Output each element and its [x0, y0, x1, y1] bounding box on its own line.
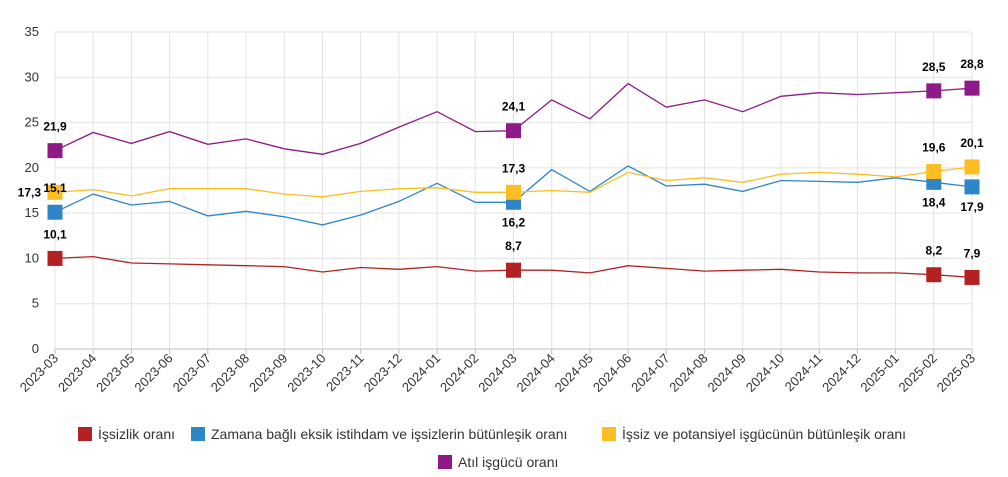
- data-label: 20,1: [960, 136, 984, 150]
- data-label: 19,6: [922, 140, 946, 154]
- data-label: 8,2: [925, 244, 942, 258]
- data-marker: [47, 184, 63, 200]
- x-tick-label: 2023-03: [17, 351, 61, 395]
- x-tick-label: 2025-02: [896, 351, 940, 395]
- x-tick-label: 2023-10: [284, 351, 328, 395]
- data-label: 17,9: [960, 200, 984, 214]
- legend-label: Atıl işgücü oranı: [458, 454, 558, 470]
- x-tick-label: 2023-11: [323, 351, 367, 395]
- legend-label: İşsiz ve potansiyel işgücünün bütünleşik…: [622, 425, 906, 442]
- y-tick-label: 0: [32, 341, 39, 356]
- x-tick-label: 2023-05: [93, 351, 137, 395]
- x-tick-label: 2024-01: [399, 351, 443, 395]
- data-label: 21,9: [43, 120, 67, 134]
- legend-swatch: [78, 427, 92, 441]
- x-tick-label: 2024-10: [743, 351, 787, 395]
- data-label: 15,1: [43, 181, 67, 195]
- data-marker: [926, 83, 942, 99]
- legend-label: İşsizlik oranı: [98, 425, 175, 442]
- x-tick-label: 2024-08: [666, 351, 710, 395]
- x-tick-label: 2025-01: [857, 351, 901, 395]
- x-tick-label: 2023-07: [170, 351, 214, 395]
- y-tick-label: 20: [25, 160, 39, 175]
- data-label: 8,7: [505, 239, 522, 253]
- data-marker: [47, 143, 63, 159]
- y-tick-label: 5: [32, 296, 39, 311]
- data-label: 10,1: [43, 227, 67, 241]
- x-tick-label: 2024-03: [475, 351, 519, 395]
- data-label: 24,1: [502, 100, 526, 114]
- data-label: 17,3: [502, 161, 526, 175]
- data-marker: [47, 250, 63, 266]
- data-label: 7,9: [964, 246, 981, 260]
- x-tick-label: 2024-05: [552, 351, 596, 395]
- legend-swatch: [438, 455, 452, 469]
- x-tick-label: 2024-04: [513, 351, 557, 395]
- data-marker: [964, 80, 980, 96]
- y-tick-label: 35: [25, 24, 39, 39]
- data-marker: [964, 159, 980, 175]
- legend-swatch: [191, 427, 205, 441]
- data-marker: [926, 267, 942, 283]
- data-marker: [506, 123, 521, 139]
- x-tick-label: 2024-12: [819, 351, 863, 395]
- x-tick-label: 2024-07: [628, 351, 672, 395]
- x-tick-label: 2025-03: [934, 351, 978, 395]
- data-label: 18,4: [922, 195, 946, 209]
- data-label: 16,2: [502, 215, 526, 229]
- y-tick-label: 10: [25, 250, 39, 265]
- x-tick-label: 2023-09: [246, 351, 290, 395]
- data-label: 28,8: [960, 57, 984, 71]
- y-tick-label: 15: [25, 205, 39, 220]
- x-tick-label: 2024-06: [590, 351, 634, 395]
- legend-swatch: [602, 427, 616, 441]
- data-label: 28,5: [922, 60, 946, 74]
- legend-label: Zamana bağlı eksik istihdam ve işsizleri…: [211, 426, 567, 442]
- data-marker: [47, 204, 63, 220]
- data-marker: [506, 184, 521, 200]
- x-tick-label: 2023-12: [361, 351, 405, 395]
- x-tick-label: 2023-04: [55, 351, 99, 395]
- x-tick-label: 2023-06: [131, 351, 175, 395]
- x-tick-label: 2024-09: [705, 351, 749, 395]
- data-marker: [964, 269, 980, 285]
- y-tick-label: 25: [25, 115, 39, 130]
- data-label: 17,3: [18, 185, 42, 199]
- data-marker: [964, 179, 980, 195]
- data-marker: [926, 163, 942, 179]
- x-tick-label: 2024-02: [437, 351, 481, 395]
- y-tick-label: 30: [25, 69, 39, 84]
- x-tick-label: 2023-08: [208, 351, 252, 395]
- x-tick-label: 2024-11: [782, 351, 826, 395]
- data-marker: [506, 262, 521, 278]
